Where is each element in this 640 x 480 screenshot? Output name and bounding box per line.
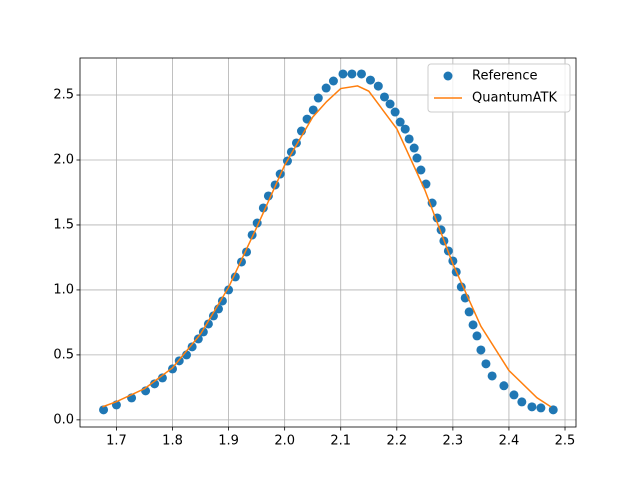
x-tick-label: 2.4 [499, 434, 520, 449]
x-tick-label: 2.3 [443, 434, 464, 449]
data-point [517, 397, 527, 407]
data-point [347, 69, 357, 79]
y-tick-label: 2.0 [53, 152, 74, 167]
x-tick-label: 2.0 [274, 434, 295, 449]
data-point [338, 69, 348, 79]
data-point [365, 75, 375, 85]
data-point [464, 307, 474, 317]
x-tick-label: 1.8 [162, 434, 183, 449]
plot-frame [79, 57, 577, 428]
data-point [472, 331, 482, 341]
x-tick-label: 2.5 [555, 434, 576, 449]
legend-marker [443, 71, 453, 81]
x-tick-label: 1.9 [218, 434, 239, 449]
data-point [313, 93, 323, 103]
data-point [99, 405, 109, 415]
data-point [395, 117, 405, 127]
data-point [157, 373, 167, 383]
data-point [468, 320, 478, 330]
data-point [548, 405, 558, 415]
legend-box [427, 63, 571, 113]
data-point [373, 81, 383, 91]
data-point [412, 153, 422, 163]
data-point [379, 92, 389, 102]
data-line [102, 85, 552, 408]
data-point [308, 105, 318, 115]
data-point [217, 296, 227, 306]
data-point [536, 403, 546, 413]
data-point [527, 402, 537, 412]
y-tick-label: 0.5 [53, 347, 74, 362]
legend-label: Reference [472, 69, 537, 84]
data-point [385, 99, 395, 109]
data-point [416, 165, 426, 175]
legend-label: QuantumATK [472, 91, 558, 106]
x-tick-label: 2.2 [386, 434, 407, 449]
y-tick-label: 0.0 [53, 412, 74, 427]
data-point [193, 334, 203, 344]
data-point [509, 390, 519, 400]
x-tick-label: 2.1 [330, 434, 351, 449]
data-point [328, 76, 338, 86]
data-point [302, 114, 312, 124]
data-point [208, 311, 218, 321]
data-point [409, 143, 419, 153]
data-point [356, 69, 366, 79]
y-tick-label: 1.5 [53, 217, 74, 232]
data-point [400, 124, 410, 134]
data-point [476, 345, 486, 355]
data-point [258, 203, 268, 213]
data-point [487, 371, 497, 381]
data-point [168, 364, 178, 374]
data-point [481, 359, 491, 369]
data-point [150, 379, 160, 389]
data-point [187, 342, 197, 352]
y-tick-label: 1.0 [53, 282, 74, 297]
data-point [390, 107, 400, 117]
data-point [499, 381, 509, 391]
y-tick-label: 2.5 [53, 88, 74, 103]
data-point [404, 134, 414, 144]
data-point [321, 83, 331, 93]
data-point [263, 191, 273, 201]
x-tick-label: 1.7 [106, 434, 127, 449]
